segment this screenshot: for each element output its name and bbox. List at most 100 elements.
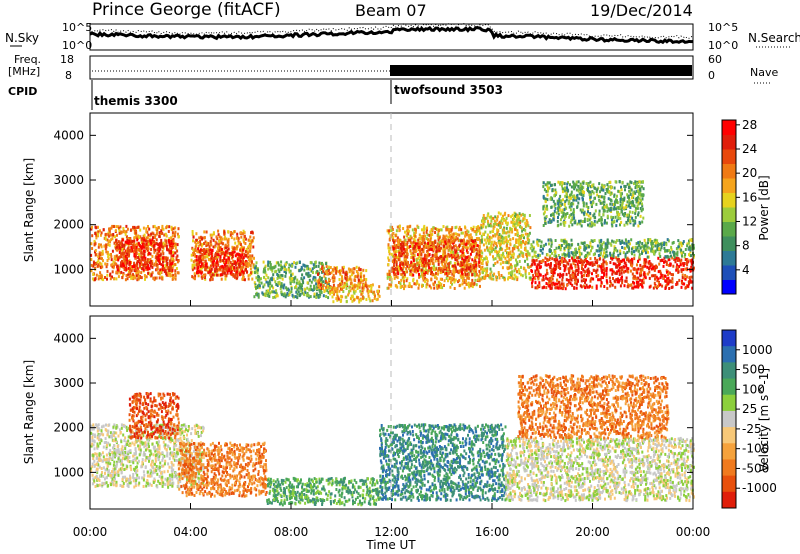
power-ylabel: Slant Range [km]	[22, 158, 36, 262]
cpid-segment-2: twofsound 3503	[394, 83, 503, 97]
cpid-label: CPID	[8, 85, 37, 98]
velocity-cbar-tick-4: -25	[742, 422, 762, 436]
velocity-cbar-cell-1	[722, 346, 736, 363]
n-tick-right-top: 10^5	[708, 21, 738, 34]
velocity-cbar-cell-0	[722, 330, 736, 347]
date-label: 19/Dec/2014	[590, 1, 693, 20]
velocity-colorbar-label-main: Velocity [m s^-1]	[757, 368, 771, 472]
power-cbar-tick-6: 28	[742, 118, 757, 132]
power-cbar-cell-1	[722, 265, 736, 280]
velocity-ylabel: Slant Range [km]	[22, 360, 36, 464]
power-region-12	[542, 180, 645, 228]
power-cbar-cell-9	[722, 149, 736, 164]
power-colorbar-label: Power [dB]	[757, 175, 771, 240]
power-cbar-cell-2	[722, 250, 736, 266]
power-cbar-cell-6	[722, 192, 736, 208]
freq-tick-top: 18	[60, 53, 74, 66]
freq-label-2: [MHz]	[8, 65, 40, 78]
velocity-region-4	[379, 423, 507, 502]
nave-block	[390, 65, 692, 76]
time-xtick-0: 00:00	[73, 525, 108, 539]
velocity-cbar-tick-2: 100	[742, 382, 765, 396]
velocity-colorbar: 1000 500 100 25 -25 -100 -500 -1000 Velocity [m…	[721, 329, 777, 509]
velocity-ytick-2: 3000	[53, 376, 84, 390]
time-xlabel: Time UT	[365, 538, 416, 552]
time-xtick-3: 12:00	[374, 525, 409, 539]
velocity-region-3	[266, 476, 381, 507]
power-region-8	[391, 238, 482, 277]
velocity-cbar-cell-10	[722, 491, 736, 509]
n-sky-panel: N.Sky 10^5 10^0 10^5 10^0 N.Search	[5, 21, 800, 52]
velocity-cbar-cell-8	[722, 459, 736, 477]
velocity-ytick-0: 1000	[53, 465, 84, 479]
power-colorbar: 4 8 12 16 20 24 28 Power [dB]	[721, 118, 771, 295]
velocity-cbar-cell-2	[722, 362, 736, 380]
time-xtick-2: 08:00	[274, 525, 309, 539]
velocity-cbar-tick-3: 25	[742, 402, 757, 416]
velocity-colorbar-label: Velocity [m s^-1]	[757, 368, 771, 472]
nsearch-trace	[89, 22, 694, 39]
beam-label: Beam 07	[355, 1, 427, 20]
n-tick-right-bottom: 10^0	[708, 39, 738, 52]
velocity-region-6	[517, 374, 670, 440]
power-region-9	[479, 211, 532, 282]
nave-tick-top: 60	[708, 53, 722, 66]
power-cbar-cell-4	[722, 221, 736, 237]
velocity-cbar-tick-1: 500	[742, 363, 765, 377]
power-region-10	[529, 256, 695, 291]
time-xtick-1: 04:00	[173, 525, 208, 539]
power-ytick-1: 2000	[53, 218, 84, 232]
power-cbar-cell-5	[722, 207, 736, 222]
velocity-cbar-tick-5: -100	[742, 442, 769, 456]
power-cbar-tick-3: 16	[742, 190, 757, 204]
station-title: Prince George (fitACF)	[92, 0, 281, 20]
power-cbar-cell-11	[722, 120, 736, 135]
power-cbar-cell-10	[722, 134, 736, 150]
freq-label-1: Freq.	[14, 53, 41, 66]
power-region-3	[195, 247, 248, 277]
n-tick-left-top: 10^5	[62, 21, 92, 34]
velocity-region-1	[128, 392, 180, 440]
time-xtick-6: 00:00	[676, 525, 711, 539]
freq-panel: Freq. [MHz] 18 8 60 0 Nave	[8, 53, 778, 84]
time-xtick-5: 20:00	[575, 525, 610, 539]
power-cbar-cell-0	[722, 279, 736, 295]
power-ytick-2: 3000	[53, 173, 84, 187]
velocity-region-2	[177, 441, 268, 498]
velocity-cbar-tick-0: 1000	[742, 343, 773, 357]
power-cbar-tick-0: 4	[742, 263, 750, 277]
power-cbar-cell-7	[722, 178, 736, 193]
velocity-cbar-tick-7: -1000	[742, 481, 777, 495]
time-xtick-4: 16:00	[475, 525, 510, 539]
velocity-cbar-tick-6: -500	[742, 461, 769, 475]
velocity-cbar-cell-3	[722, 378, 736, 396]
nsearch-label: N.Search	[748, 31, 800, 45]
power-region-11	[530, 238, 695, 259]
freq-tick-bottom: 8	[65, 69, 72, 82]
power-panel: 1000 2000 3000 4000 Slant Range [km]	[22, 112, 695, 307]
power-cbar-tick-5: 24	[742, 142, 757, 156]
velocity-cbar-cell-5	[722, 410, 736, 428]
power-region-1	[115, 238, 175, 273]
power-cbar-cell-3	[722, 236, 736, 251]
velocity-cbar-cell-9	[722, 475, 736, 493]
velocity-ytick-1: 2000	[53, 421, 84, 435]
power-cbar-tick-2: 12	[742, 215, 757, 229]
power-ytick-3: 4000	[53, 128, 84, 142]
velocity-cbar-cell-7	[722, 443, 736, 460]
nsky-trace	[89, 25, 694, 45]
velocity-ytick-3: 4000	[53, 331, 84, 345]
velocity-panel: 1000 2000 3000 4000 00:00 04:00 08:00 12:00 16:…	[22, 315, 711, 552]
power-cbar-tick-4: 20	[742, 166, 757, 180]
nave-label: Nave	[750, 66, 778, 79]
power-cbar-cell-8	[722, 163, 736, 179]
power-region-6	[328, 282, 381, 304]
cpid-panel: CPID themis 3300 twofsound 3503	[8, 80, 503, 110]
cpid-segment-1: themis 3300	[94, 94, 178, 108]
nsky-label: N.Sky	[5, 31, 39, 45]
velocity-cbar-cell-4	[722, 394, 736, 412]
power-ytick-0: 1000	[53, 262, 84, 276]
velocity-region-5	[504, 436, 695, 503]
power-cbar-tick-1: 8	[742, 239, 750, 253]
